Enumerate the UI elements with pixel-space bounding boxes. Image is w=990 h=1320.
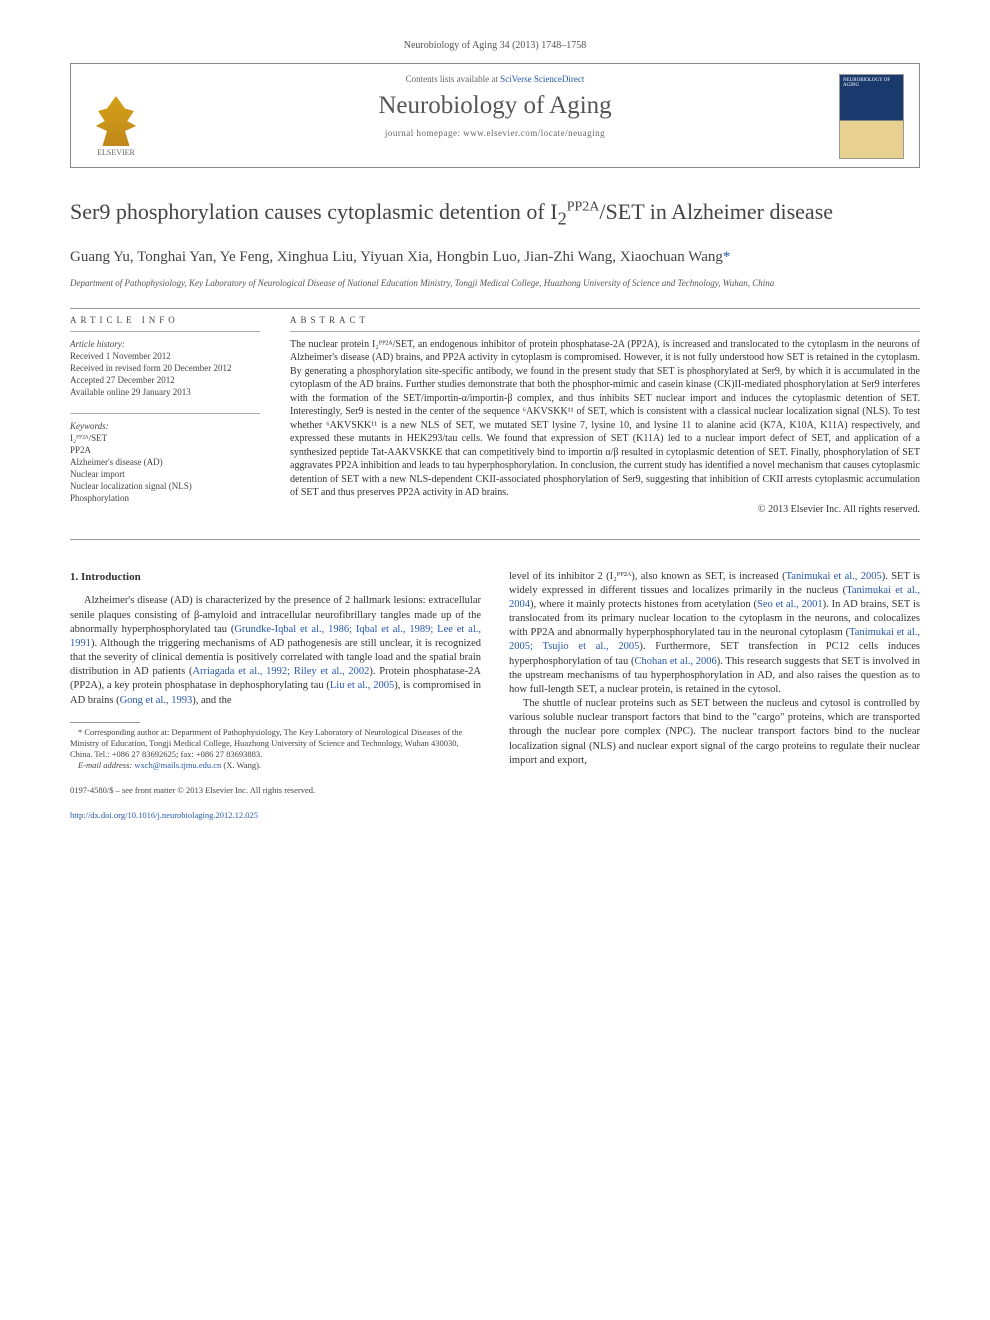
keyword-3: Alzheimer's disease (AD) bbox=[70, 456, 260, 468]
divider-bottom bbox=[70, 539, 920, 540]
title-post: /SET in Alzheimer disease bbox=[599, 199, 833, 224]
issn-line: 0197-4580/$ – see front matter © 2013 El… bbox=[70, 785, 481, 796]
citation-4[interactable]: Gong et al., 1993 bbox=[120, 695, 193, 706]
abstract-column: ABSTRACT The nuclear protein I₂ᴾᴾ²ᴬ/SET,… bbox=[290, 315, 920, 519]
p2-a: level of its inhibitor 2 (I₂ᴾᴾ²ᴬ), also … bbox=[509, 571, 786, 582]
keyword-6: Phosphorylation bbox=[70, 492, 260, 504]
citation-3[interactable]: Liu et al., 2005 bbox=[330, 680, 394, 691]
intro-paragraph-1-cont: level of its inhibitor 2 (I₂ᴾᴾ²ᴬ), also … bbox=[509, 570, 920, 698]
article-title: Ser9 phosphorylation causes cytoplasmic … bbox=[70, 198, 920, 231]
info-divider-1 bbox=[70, 331, 260, 332]
divider-top bbox=[70, 308, 920, 309]
history-online: Available online 29 January 2013 bbox=[70, 386, 260, 398]
history-received: Received 1 November 2012 bbox=[70, 350, 260, 362]
section-title: Introduction bbox=[81, 571, 141, 583]
homepage-prefix: journal homepage: bbox=[385, 128, 463, 138]
contents-prefix: Contents lists available at bbox=[406, 74, 500, 84]
abstract-heading: ABSTRACT bbox=[290, 315, 920, 325]
keywords-block: Keywords: I₂ᴾᴾ²ᴬ/SET PP2A Alzheimer's di… bbox=[70, 420, 260, 505]
corresponding-footnote: * Corresponding author at: Department of… bbox=[70, 727, 481, 760]
title-sup: PP2A bbox=[567, 200, 600, 215]
contents-line: Contents lists available at SciVerse Sci… bbox=[86, 74, 904, 84]
elsevier-tree-icon bbox=[94, 96, 139, 146]
p1-e: ), and the bbox=[192, 695, 231, 706]
title-sub: 2 bbox=[558, 208, 567, 228]
corresponding-mark: * bbox=[723, 249, 731, 265]
citation-5[interactable]: Tanimukai et al., 2005 bbox=[786, 571, 882, 582]
publisher-name: ELSEVIER bbox=[97, 148, 135, 157]
citation-9[interactable]: Chohan et al., 2006 bbox=[634, 656, 716, 667]
info-abstract-row: ARTICLE INFO Article history: Received 1… bbox=[70, 315, 920, 519]
sciencedirect-link[interactable]: SciVerse ScienceDirect bbox=[500, 74, 584, 84]
doi-line: http://dx.doi.org/10.1016/j.neurobiolagi… bbox=[70, 810, 481, 821]
homepage-url[interactable]: www.elsevier.com/locate/neuaging bbox=[463, 128, 605, 138]
journal-header-box: ELSEVIER Contents lists available at Sci… bbox=[70, 63, 920, 168]
keyword-5: Nuclear localization signal (NLS) bbox=[70, 480, 260, 492]
abstract-divider bbox=[290, 331, 920, 332]
author-list: Guang Yu, Tonghai Yan, Ye Feng, Xinghua … bbox=[70, 247, 920, 268]
authors-names: Guang Yu, Tonghai Yan, Ye Feng, Xinghua … bbox=[70, 249, 723, 265]
article-info-column: ARTICLE INFO Article history: Received 1… bbox=[70, 315, 260, 519]
journal-title: Neurobiology of Aging bbox=[86, 92, 904, 120]
abstract-copyright: © 2013 Elsevier Inc. All rights reserved… bbox=[290, 504, 920, 515]
keywords-label: Keywords: bbox=[70, 420, 260, 432]
section-heading: 1. Introduction bbox=[70, 570, 481, 585]
footnote-divider bbox=[70, 722, 140, 723]
section-number: 1. bbox=[70, 571, 78, 583]
keyword-1: I₂ᴾᴾ²ᴬ/SET bbox=[70, 432, 260, 444]
article-history: Article history: Received 1 November 201… bbox=[70, 338, 260, 399]
history-label: Article history: bbox=[70, 338, 260, 350]
intro-paragraph-1: Alzheimer's disease (AD) is characterize… bbox=[70, 594, 481, 707]
homepage-line: journal homepage: www.elsevier.com/locat… bbox=[86, 128, 904, 138]
column-right: level of its inhibitor 2 (I₂ᴾᴾ²ᴬ), also … bbox=[509, 570, 920, 822]
info-divider-2 bbox=[70, 413, 260, 414]
history-accepted: Accepted 27 December 2012 bbox=[70, 374, 260, 386]
column-left: 1. Introduction Alzheimer's disease (AD)… bbox=[70, 570, 481, 822]
affiliation: Department of Pathophysiology, Key Labor… bbox=[70, 278, 920, 290]
p2-c: ), where it mainly protects histones fro… bbox=[530, 599, 757, 610]
article-info-heading: ARTICLE INFO bbox=[70, 315, 260, 325]
citation-7[interactable]: Seo et al., 2001 bbox=[757, 599, 823, 610]
email-label: E-mail address: bbox=[78, 760, 134, 770]
doi-link[interactable]: http://dx.doi.org/10.1016/j.neurobiolagi… bbox=[70, 810, 258, 820]
history-revised: Received in revised form 20 December 201… bbox=[70, 362, 260, 374]
citation-2[interactable]: Arriagada et al., 1992; Riley et al., 20… bbox=[192, 666, 369, 677]
body-columns: 1. Introduction Alzheimer's disease (AD)… bbox=[70, 570, 920, 822]
email-suffix: (X. Wang). bbox=[221, 760, 261, 770]
running-header: Neurobiology of Aging 34 (2013) 1748–175… bbox=[70, 40, 920, 51]
cover-label: NEUROBIOLOGY OF AGING bbox=[843, 78, 890, 88]
abstract-text: The nuclear protein I₂ᴾᴾ²ᴬ/SET, an endog… bbox=[290, 338, 920, 500]
journal-cover-thumbnail: NEUROBIOLOGY OF AGING bbox=[839, 74, 904, 159]
keyword-4: Nuclear import bbox=[70, 468, 260, 480]
publisher-logo: ELSEVIER bbox=[86, 87, 146, 157]
intro-paragraph-2: The shuttle of nuclear proteins such as … bbox=[509, 697, 920, 768]
email-footnote: E-mail address: wxch@mails.tjmu.edu.cn (… bbox=[70, 760, 481, 771]
title-pre: Ser9 phosphorylation causes cytoplasmic … bbox=[70, 199, 558, 224]
email-link[interactable]: wxch@mails.tjmu.edu.cn bbox=[134, 760, 221, 770]
keyword-2: PP2A bbox=[70, 444, 260, 456]
